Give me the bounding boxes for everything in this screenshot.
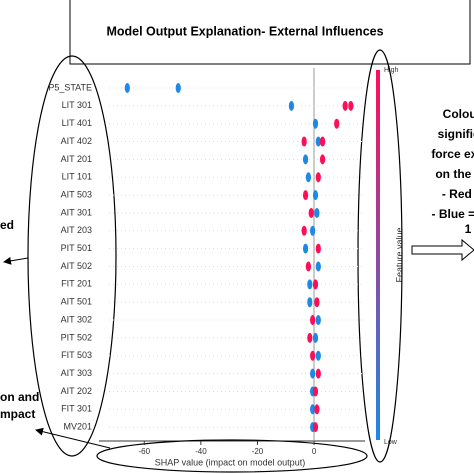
point: [315, 172, 321, 183]
point: [288, 100, 295, 111]
point: [342, 100, 348, 111]
arrow: [35, 427, 111, 449]
point: [307, 279, 313, 290]
point: [319, 136, 326, 147]
point: [301, 136, 307, 147]
y-tick-label: AIT 402: [61, 136, 92, 146]
point: [307, 332, 313, 343]
y-tick-label: LIT 101: [62, 172, 92, 182]
arrow: [3, 256, 29, 265]
y-tick-label: FIT 503: [61, 350, 92, 360]
x-tick-label: -20: [252, 447, 264, 456]
bottom-ellipse: [96, 439, 368, 473]
point: [310, 225, 316, 236]
y-tick-label: LIT 401: [62, 118, 92, 128]
point: [310, 368, 316, 379]
point: [305, 261, 312, 272]
point: [305, 172, 312, 183]
y-tick-label: P5_STATE: [48, 82, 92, 92]
y-tick-label: AIT 502: [61, 261, 92, 271]
point: [314, 207, 320, 218]
point: [312, 332, 319, 343]
y-tick-label: AIT 501: [61, 297, 92, 307]
point: [301, 225, 307, 236]
y-tick-label: AIT 302: [61, 314, 92, 324]
y-tick-label: PIT 502: [61, 332, 92, 342]
point: [312, 279, 319, 290]
x-tick-label: -60: [138, 447, 150, 456]
point: [315, 350, 321, 361]
annotation: - Blue = de: [431, 207, 474, 221]
point: [315, 243, 321, 254]
point: [312, 386, 319, 397]
annotation: 1: [465, 222, 472, 236]
point: [302, 243, 309, 254]
point: [302, 154, 309, 165]
x-axis-label: SHAP value (impact on model output): [155, 457, 305, 467]
y-tick-label: PIT 501: [61, 243, 92, 253]
colorbar-high: High: [384, 67, 399, 74]
point: [124, 83, 130, 93]
y-tick-label: FIT 301: [61, 404, 92, 414]
y-tick-label: AIT 202: [61, 386, 92, 396]
point: [310, 404, 316, 415]
x-tick-label: 0: [312, 447, 317, 456]
annotation: - Red =: [442, 187, 474, 201]
point: [312, 190, 319, 201]
annotation: on the su: [435, 167, 474, 181]
left-ellipse: [27, 55, 117, 457]
point: [348, 100, 354, 111]
point: [312, 422, 319, 433]
point: [310, 350, 316, 361]
title-box: [69, 0, 471, 65]
point: [175, 83, 181, 93]
point: [308, 207, 314, 218]
point: [315, 315, 321, 326]
y-tick-label: AIT 203: [61, 225, 92, 235]
y-tick-label: AIT 503: [61, 189, 92, 199]
point: [314, 297, 320, 308]
point: [314, 404, 320, 415]
chart-title: Model Output Explanation- External Influ…: [106, 24, 383, 38]
annotation: Colour: [443, 107, 474, 121]
point: [302, 190, 309, 201]
point: [315, 261, 321, 272]
y-tick-label: AIT 303: [61, 368, 92, 378]
y-tick-label: AIT 201: [61, 154, 92, 164]
point: [312, 118, 319, 129]
y-tick-label: AIT 301: [61, 207, 92, 217]
point: [315, 368, 321, 379]
annotation: ed: [0, 218, 14, 232]
point: [334, 118, 340, 129]
point: [307, 297, 313, 308]
hollow-arrow: [411, 238, 474, 262]
x-tick-label: -40: [195, 447, 207, 456]
point: [315, 136, 321, 147]
point: [310, 315, 316, 326]
right-ellipse: [357, 49, 403, 463]
colorbar-low: Low: [384, 439, 398, 446]
colorbar: [376, 70, 380, 440]
annotation: mpact: [0, 407, 35, 421]
annotation: signifies: [438, 127, 474, 141]
y-tick-label: FIT 201: [61, 279, 92, 289]
colorbar-label: Feature value: [394, 227, 404, 282]
y-tick-label: MV201: [63, 422, 92, 432]
y-tick-label: LIT 301: [62, 100, 92, 110]
annotation: on and: [0, 390, 39, 404]
point: [319, 154, 326, 165]
annotation: force exert: [431, 147, 474, 161]
